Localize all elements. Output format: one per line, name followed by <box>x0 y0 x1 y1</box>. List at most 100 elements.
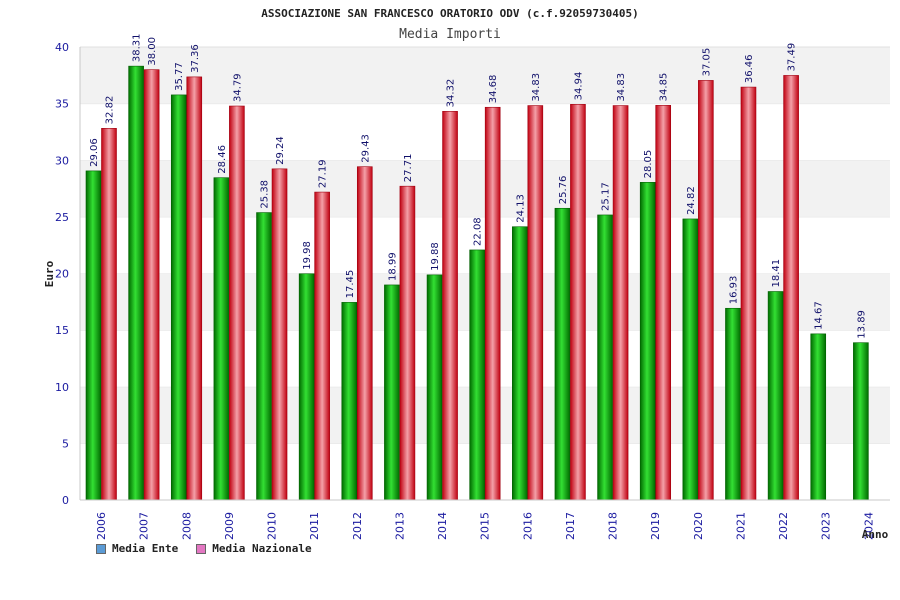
y-tick-label: 20 <box>55 268 69 281</box>
data-label: 34.85 <box>659 73 670 102</box>
x-tick-label: 2022 <box>777 512 790 540</box>
y-tick-label: 30 <box>55 154 69 167</box>
data-label: 16.93 <box>728 276 739 305</box>
data-label: 13.89 <box>856 310 867 339</box>
chart-subtitle: Media Importi <box>399 27 501 42</box>
y-axis-label: Euro <box>43 260 56 287</box>
x-tick-label: 2011 <box>308 512 321 540</box>
data-label: 19.88 <box>430 242 441 271</box>
data-label: 34.94 <box>573 72 584 101</box>
bar-media-ente <box>725 307 741 501</box>
data-label: 36.46 <box>744 54 755 83</box>
x-tick-label: 2021 <box>734 512 747 540</box>
data-label: 34.68 <box>488 75 499 104</box>
legend-item-media-nazionale: Media Nazionale <box>196 542 312 555</box>
data-label: 28.46 <box>217 145 228 174</box>
bar-media-ente <box>384 284 400 501</box>
bar-media-nazionale <box>527 105 544 501</box>
data-label: 17.45 <box>345 270 356 299</box>
x-tick-label: 2006 <box>95 512 108 540</box>
data-label: 18.99 <box>387 252 398 281</box>
data-label: 38.31 <box>132 33 143 62</box>
y-axis-ticks: 0 5 10 15 20 25 30 35 40 <box>55 41 69 507</box>
bar-media-nazionale <box>783 75 799 501</box>
bar-media-ente <box>597 214 613 501</box>
x-tick-label: 2009 <box>223 512 236 540</box>
bar-media-nazionale <box>612 105 629 501</box>
data-label: 27.71 <box>403 154 414 183</box>
bar-media-ente <box>554 207 571 501</box>
data-label: 29.24 <box>275 136 286 165</box>
y-tick-label: 10 <box>55 381 69 394</box>
x-tick-label: 2023 <box>820 512 833 540</box>
bar-media-ente <box>682 218 699 501</box>
x-tick-label: 2013 <box>393 512 406 540</box>
x-tick-label: 2014 <box>436 512 449 540</box>
bar-media-ente <box>469 249 485 501</box>
bar-media-ente <box>810 333 827 501</box>
bar-media-nazionale <box>356 166 373 501</box>
data-label: 34.83 <box>531 73 542 102</box>
bar-media-nazionale <box>442 111 458 501</box>
bar-media-ente <box>128 65 144 501</box>
bar-media-ente <box>767 291 784 501</box>
bar-media-ente <box>256 212 272 501</box>
data-label: 25.76 <box>558 176 569 205</box>
data-label: 34.32 <box>446 79 457 108</box>
bar-media-nazionale <box>229 105 245 501</box>
x-tick-label: 2015 <box>479 512 492 540</box>
bar-media-nazionale <box>399 185 416 501</box>
legend: Media Ente Media Nazionale <box>96 542 312 555</box>
data-label: 34.79 <box>232 73 243 102</box>
y-tick-label: 0 <box>62 494 69 507</box>
data-label: 37.49 <box>787 43 798 72</box>
y-tick-label: 35 <box>55 98 69 111</box>
x-tick-label: 2010 <box>266 512 279 540</box>
x-tick-label: 2018 <box>607 512 620 540</box>
bar-media-ente <box>298 273 315 501</box>
x-tick-label: 2019 <box>649 512 662 540</box>
data-label: 38.00 <box>147 37 158 66</box>
bar-media-nazionale <box>314 191 330 501</box>
bar-media-ente <box>853 342 869 501</box>
data-label: 28.05 <box>643 150 654 179</box>
data-label: 14.67 <box>814 301 825 330</box>
data-label: 24.13 <box>515 194 526 223</box>
data-label: 34.83 <box>616 73 627 102</box>
data-label: 35.77 <box>174 62 185 91</box>
bar-media-ente <box>639 182 656 501</box>
x-tick-label: 2016 <box>521 512 534 540</box>
chart-title: ASSOCIAZIONE SAN FRANCESCO ORATORIO ODV … <box>261 7 639 20</box>
bar-media-nazionale <box>143 69 160 501</box>
bar-media-ente <box>341 302 358 501</box>
y-tick-label: 40 <box>55 41 69 54</box>
data-label: 25.38 <box>260 180 271 209</box>
data-label: 27.19 <box>318 159 329 188</box>
x-tick-label: 2024 <box>862 512 875 540</box>
y-tick-label: 25 <box>55 211 69 224</box>
x-axis-ticks: 2006 2007 2008 2009 2010 2011 2012 2013 2014 2015… <box>95 512 875 540</box>
bar-media-ente <box>426 274 443 501</box>
legend-item-media-ente: Media Ente <box>96 542 178 555</box>
data-label: 22.08 <box>473 217 484 246</box>
x-tick-label: 2020 <box>692 512 705 540</box>
legend-label-media-ente: Media Ente <box>112 542 179 555</box>
x-tick-label: 2008 <box>180 512 193 540</box>
data-label: 37.36 <box>190 44 201 73</box>
legend-label-media-nazionale: Media Nazionale <box>212 542 312 555</box>
data-label: 29.06 <box>89 138 100 167</box>
data-label: 24.82 <box>686 186 697 215</box>
bars: 29.06 32.82 38.31 38.00 35.77 37.36 28.46 34.79… <box>85 33 869 501</box>
bar-media-nazionale <box>271 168 288 501</box>
data-label: 37.05 <box>701 48 712 77</box>
legend-swatch-media-nazionale <box>196 543 207 554</box>
legend-swatch-media-ente <box>96 543 106 554</box>
x-axis-label: Anno <box>862 528 889 541</box>
x-tick-label: 2007 <box>138 512 151 540</box>
bar-media-ente <box>213 177 230 501</box>
bar-media-nazionale <box>186 76 203 501</box>
x-tick-label: 2012 <box>351 512 364 540</box>
data-label: 25.17 <box>601 182 612 211</box>
bar-media-nazionale <box>655 105 672 501</box>
y-tick-label: 5 <box>62 437 69 450</box>
